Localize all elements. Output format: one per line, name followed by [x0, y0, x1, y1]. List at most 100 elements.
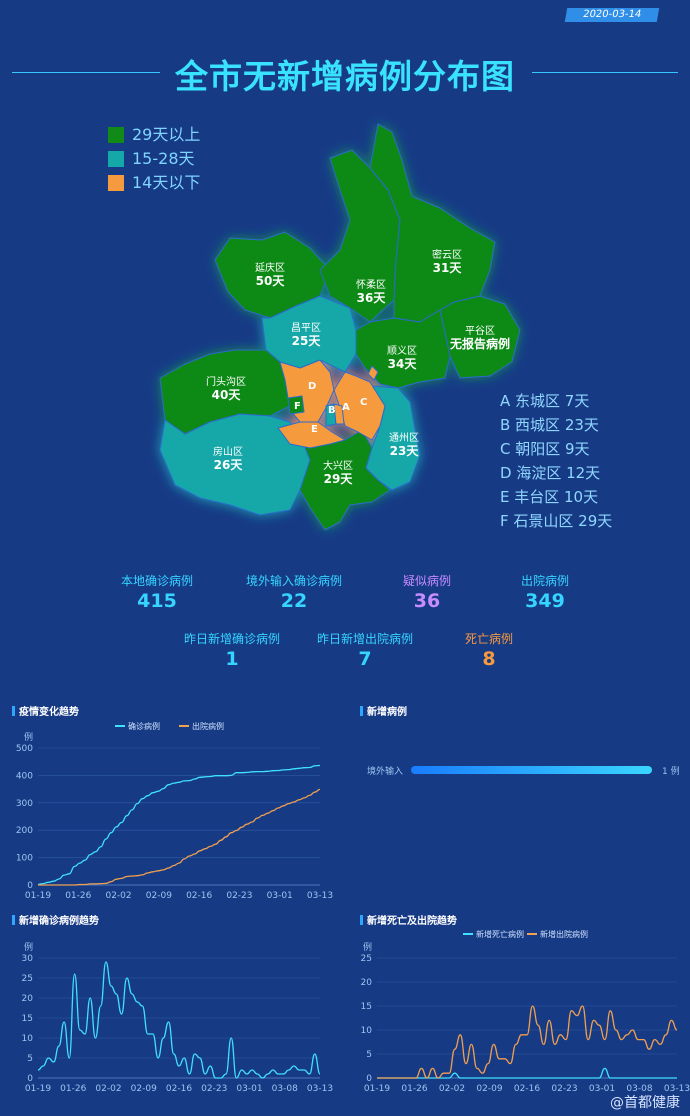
- y-axis-label: 例: [24, 731, 33, 743]
- inner-district-d: D 海淀区 12天: [500, 464, 601, 482]
- legend-item-15-28: 15-28天: [108, 149, 195, 169]
- map-letter-d: D: [308, 381, 317, 392]
- x-tick-label: 02-16: [186, 891, 212, 901]
- y-tick-label: 0: [27, 1074, 33, 1084]
- stat-suspected-value: 36: [413, 590, 441, 612]
- legend-label: 新增出院病例: [540, 929, 588, 939]
- x-tick-label: 03-13: [307, 1084, 333, 1094]
- map-letter-a: A: [342, 402, 350, 413]
- y-axis-label: 例: [24, 941, 33, 953]
- map-label-huairou: 怀柔区 36天: [356, 280, 386, 305]
- legend-item-14-less: 14天以下: [108, 173, 200, 193]
- legend-swatch: [108, 127, 124, 143]
- x-tick-label: 02-02: [439, 1084, 465, 1094]
- panel-title-daily-confirmed: 新增确诊病例趋势: [12, 912, 99, 927]
- legend-label: 14天以下: [132, 173, 201, 192]
- legend-label: 出院病例: [192, 721, 224, 731]
- map-label-miyun: 密云区 31天: [432, 250, 462, 275]
- x-tick-label: 02-16: [166, 1084, 192, 1094]
- panel-marker: [360, 915, 363, 925]
- map-region-shunyi: [355, 309, 451, 389]
- x-tick-label: 01-19: [25, 891, 51, 901]
- y-tick-label: 5: [27, 1054, 33, 1064]
- x-tick-label: 03-08: [272, 1084, 298, 1094]
- x-tick-label: 01-19: [25, 1084, 51, 1094]
- title-rule-left: [12, 72, 160, 73]
- bar-category-label: 境外输入: [367, 765, 403, 777]
- y-tick-label: 25: [22, 974, 33, 984]
- map-region-pinggu: [439, 295, 521, 379]
- x-tick-label: 03-01: [267, 891, 293, 901]
- stat-discharged-value: 349: [525, 590, 565, 612]
- map-region-fengtai: [277, 421, 346, 449]
- legend-label: 29天以上: [132, 125, 201, 144]
- legend-label: 新增死亡病例: [476, 929, 524, 939]
- x-tick-label: 01-26: [60, 1084, 86, 1094]
- x-tick-label: 03-13: [664, 1084, 690, 1094]
- inner-district-e: E 丰台区 10天: [500, 488, 599, 506]
- y-tick-label: 30: [22, 954, 34, 964]
- stat-local-confirmed-value: 415: [137, 590, 177, 612]
- x-tick-label: 02-02: [95, 1084, 121, 1094]
- inner-district-list: A 东城区 7天 B 西城区 23天 C 朝阳区 9天 D 海淀区 12天 E …: [500, 389, 612, 533]
- series-line-0: [376, 1067, 677, 1079]
- stat-imported-label: 境外输入确诊病例: [245, 574, 342, 588]
- y-tick-label: 500: [16, 744, 33, 754]
- y-tick-label: 20: [22, 994, 34, 1004]
- map-label-changping: 昌平区 25天: [291, 323, 321, 348]
- legend-label: 确诊病例: [128, 721, 160, 731]
- y-tick-label: 200: [16, 826, 33, 836]
- y-tick-label: 10: [22, 1034, 34, 1044]
- map-region-dongcheng: [333, 403, 345, 425]
- map-letter-b: B: [328, 405, 336, 416]
- x-tick-label: 02-23: [201, 1084, 227, 1094]
- y-tick-label: 15: [22, 1014, 33, 1024]
- y-tick-label: 5: [366, 1050, 372, 1060]
- page-title: 全市无新增病例分布图: [175, 57, 515, 96]
- map-label-tongzhou: 通州区 23天: [389, 433, 419, 458]
- beijing-map: [159, 123, 521, 531]
- title-row: 全市无新增病例分布图: [0, 50, 690, 96]
- panel-title-trend: 疫情变化趋势: [12, 703, 79, 718]
- x-tick-label: 03-01: [236, 1084, 262, 1094]
- x-tick-label: 02-09: [146, 891, 172, 901]
- map-label-fangshan: 房山区 26天: [213, 447, 243, 472]
- stat-deaths-label: 死亡病例: [464, 632, 513, 646]
- x-tick-label: 02-23: [226, 891, 252, 901]
- chart-death-discharge: 0 5 10 15 20 25例 01-19 01-26 02-02 02-09 02-16 02-2…: [361, 929, 690, 1094]
- panel-marker: [360, 706, 363, 716]
- map-region-daxing: [299, 429, 391, 531]
- stat-imported-value: 22: [280, 590, 308, 612]
- panel-title-new-cases: 新增病例: [360, 703, 407, 718]
- legend-swatch: [108, 151, 124, 167]
- map-letter-f: F: [294, 401, 301, 412]
- series-line-0: [37, 764, 321, 886]
- stat-deaths-value: 8: [482, 648, 496, 670]
- chart-daily-confirmed: 0 5 10 15 20 25 30例 01-19 01-26 02-02 02-09 02-16 02…: [22, 941, 334, 1094]
- y-axis-label: 例: [363, 941, 372, 953]
- stat-new-confirmed-label: 昨日新增确诊病例: [183, 632, 280, 646]
- stat-local-confirmed-label: 本地确诊病例: [120, 574, 193, 588]
- stat-discharged-label: 出院病例: [520, 574, 569, 588]
- x-tick-label: 03-13: [307, 891, 333, 901]
- x-tick-label: 02-16: [514, 1084, 540, 1094]
- map-label-daxing: 大兴区 29天: [323, 461, 353, 486]
- inner-district-b: B 西城区 23天: [500, 416, 599, 434]
- stat-new-discharged-value: 7: [358, 648, 372, 670]
- title-rule-right: [532, 72, 678, 73]
- series-line-0: [37, 961, 321, 1079]
- panel-marker: [12, 915, 15, 925]
- stat-new-discharged-label: 昨日新增出院病例: [316, 632, 413, 646]
- y-tick-label: 15: [361, 1002, 372, 1012]
- inner-district-f: F 石景山区 29天: [500, 512, 613, 530]
- map-label-pinggu: 平谷区 无报告病例: [449, 326, 510, 351]
- watermark: @首都健康: [610, 1095, 680, 1111]
- panel-marker: [12, 706, 15, 716]
- map-region-shijingshan: [287, 395, 305, 415]
- map-letter-e: E: [311, 424, 318, 435]
- y-tick-label: 10: [361, 1026, 373, 1036]
- map-letter-c: C: [360, 397, 368, 408]
- map-region-small-patch: [367, 365, 379, 381]
- y-tick-label: 0: [27, 881, 33, 891]
